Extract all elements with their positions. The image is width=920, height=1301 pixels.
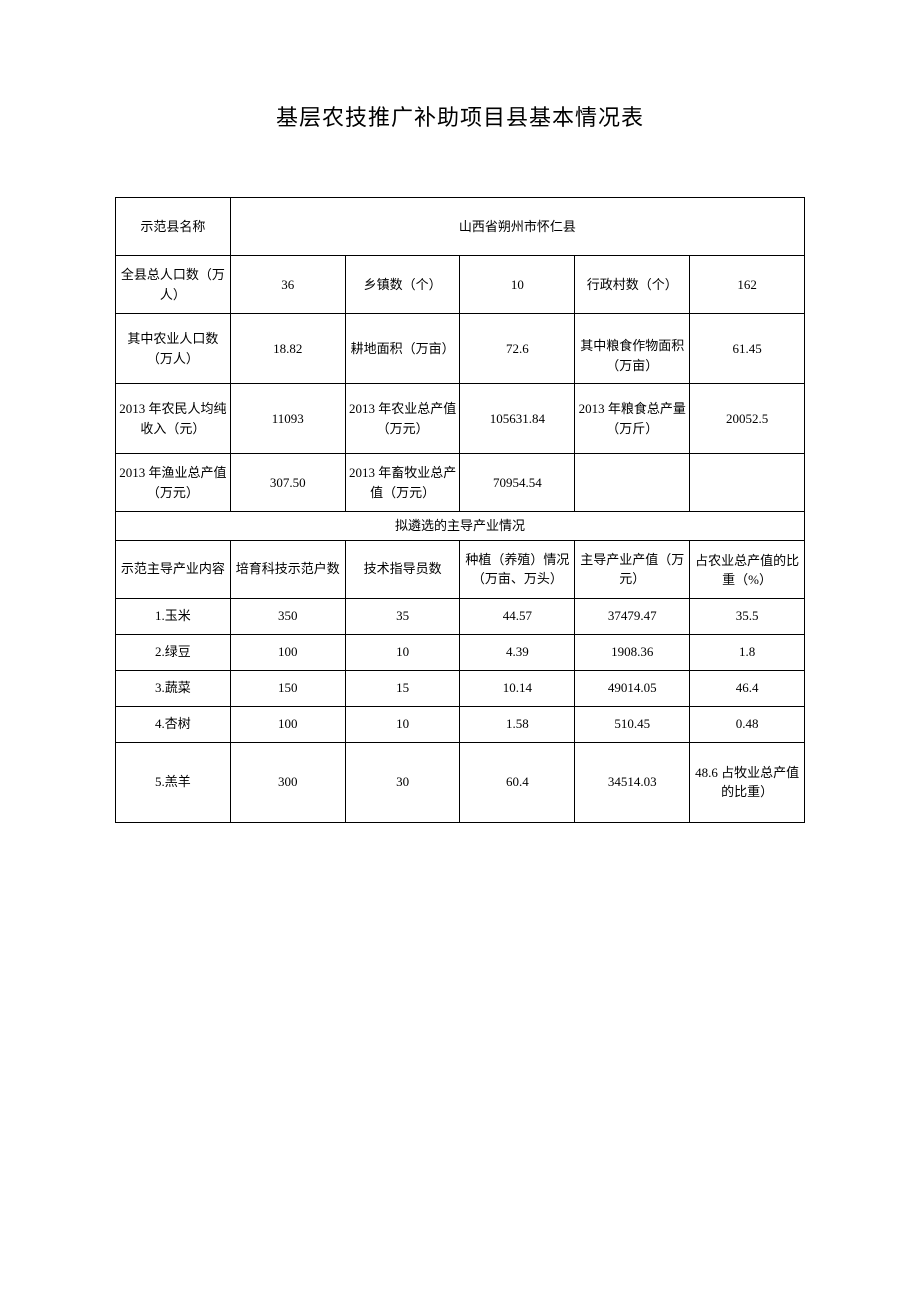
grain-output-value: 20052.5: [690, 384, 805, 454]
county-info-table: 示范县名称 山西省朔州市怀仁县 全县总人口数（万人） 36 乡镇数（个） 10 …: [115, 197, 805, 823]
total-pop-label: 全县总人口数（万人）: [116, 256, 231, 314]
farmland-value: 72.6: [460, 314, 575, 384]
livestock-value: 70954.54: [460, 454, 575, 512]
industry-area: 10.14: [460, 670, 575, 706]
industry-instructors: 15: [345, 670, 460, 706]
section-title: 拟遴选的主导产业情况: [116, 512, 805, 541]
grain-area-label: 其中粮食作物面积（万亩）: [575, 314, 690, 384]
grain-area-value: 61.45: [690, 314, 805, 384]
industry-households: 300: [230, 742, 345, 822]
industry-ratio: 35.5: [690, 598, 805, 634]
page-title: 基层农技推广补助项目县基本情况表: [115, 100, 805, 132]
county-label: 示范县名称: [116, 198, 231, 256]
industry-header-value: 主导产业产值（万元）: [575, 540, 690, 598]
industry-instructors: 10: [345, 706, 460, 742]
industry-name: 2.绿豆: [116, 634, 231, 670]
industry-name: 5.羔羊: [116, 742, 231, 822]
industry-instructors: 30: [345, 742, 460, 822]
industry-instructors: 10: [345, 634, 460, 670]
county-name: 山西省朔州市怀仁县: [230, 198, 804, 256]
agri-output-label: 2013 年农业总产值（万元）: [345, 384, 460, 454]
agri-pop-value: 18.82: [230, 314, 345, 384]
industry-area: 4.39: [460, 634, 575, 670]
industry-value: 1908.36: [575, 634, 690, 670]
industry-header-area: 种植（养殖）情况（万亩、万头）: [460, 540, 575, 598]
total-pop-value: 36: [230, 256, 345, 314]
industry-name: 3.蔬菜: [116, 670, 231, 706]
industry-name: 4.杏树: [116, 706, 231, 742]
farmland-label: 耕地面积（万亩）: [345, 314, 460, 384]
industry-households: 350: [230, 598, 345, 634]
village-count-label: 行政村数（个）: [575, 256, 690, 314]
industry-households: 150: [230, 670, 345, 706]
industry-area: 44.57: [460, 598, 575, 634]
industry-value: 37479.47: [575, 598, 690, 634]
income-value: 11093: [230, 384, 345, 454]
industry-instructors: 35: [345, 598, 460, 634]
agri-output-value: 105631.84: [460, 384, 575, 454]
industry-households: 100: [230, 634, 345, 670]
income-label: 2013 年农民人均纯收入（元）: [116, 384, 231, 454]
agri-pop-label: 其中农业人口数（万人）: [116, 314, 231, 384]
industry-ratio: 1.8: [690, 634, 805, 670]
industry-value: 34514.03: [575, 742, 690, 822]
industry-value: 49014.05: [575, 670, 690, 706]
industry-value: 510.45: [575, 706, 690, 742]
industry-area: 1.58: [460, 706, 575, 742]
village-count-value: 162: [690, 256, 805, 314]
industry-header-households: 培育科技示范户数: [230, 540, 345, 598]
blank-label: [575, 454, 690, 512]
industry-header-name: 示范主导产业内容: [116, 540, 231, 598]
grain-output-label: 2013 年粮食总产量（万斤）: [575, 384, 690, 454]
town-count-value: 10: [460, 256, 575, 314]
industry-area: 60.4: [460, 742, 575, 822]
industry-ratio: 48.6 占牧业总产值的比重）: [690, 742, 805, 822]
industry-header-instructors: 技术指导员数: [345, 540, 460, 598]
blank-value: [690, 454, 805, 512]
town-count-label: 乡镇数（个）: [345, 256, 460, 314]
fishery-label: 2013 年渔业总产值（万元）: [116, 454, 231, 512]
industry-ratio: 46.4: [690, 670, 805, 706]
industry-header-ratio: 占农业总产值的比重（%）: [690, 540, 805, 598]
industry-households: 100: [230, 706, 345, 742]
industry-ratio: 0.48: [690, 706, 805, 742]
livestock-label: 2013 年畜牧业总产值（万元）: [345, 454, 460, 512]
fishery-value: 307.50: [230, 454, 345, 512]
industry-name: 1.玉米: [116, 598, 231, 634]
